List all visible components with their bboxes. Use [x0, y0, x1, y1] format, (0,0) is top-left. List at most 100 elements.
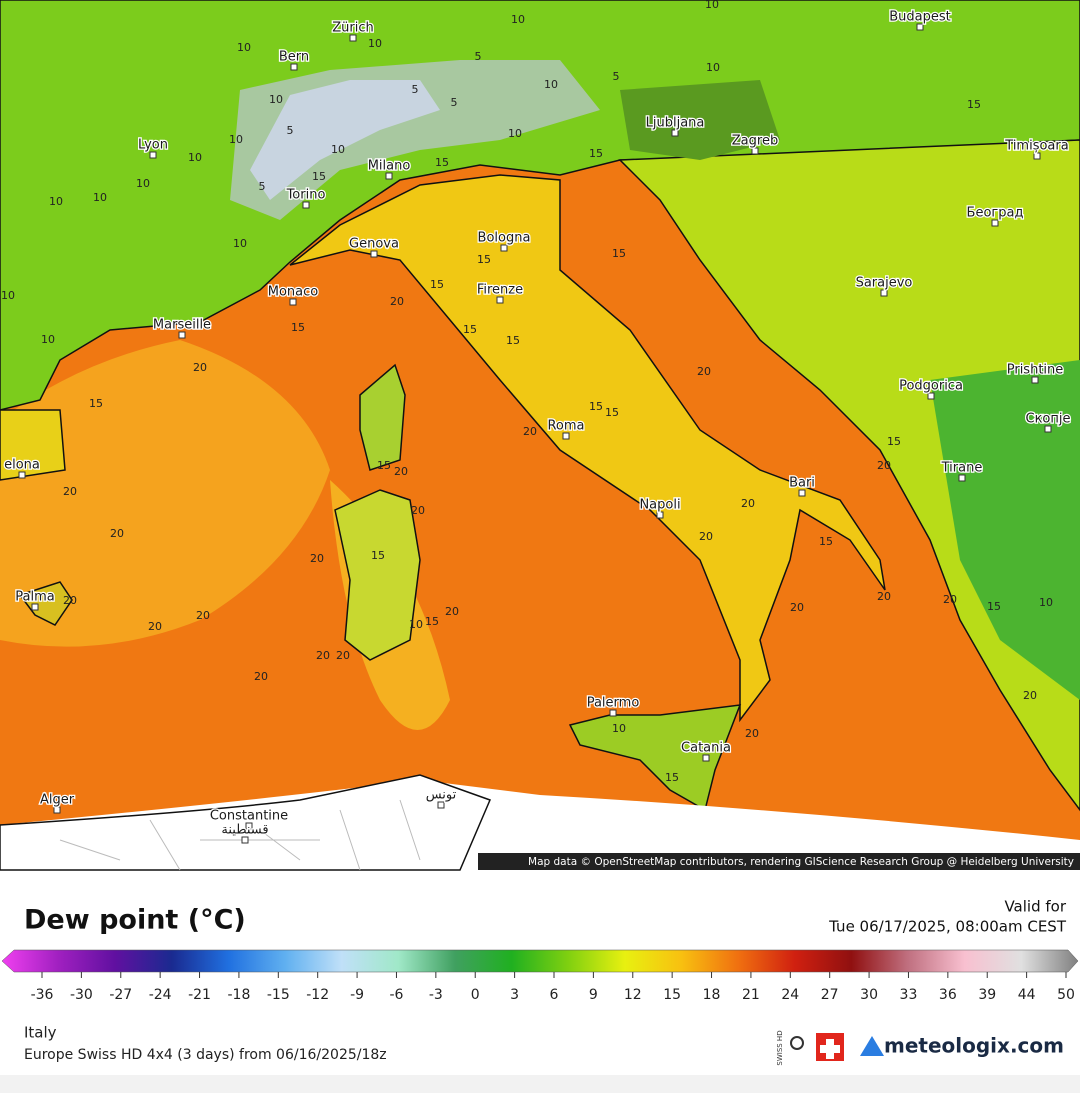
- city-label: قسنطينة: [221, 823, 268, 838]
- contour-label: 10: [93, 191, 107, 204]
- contour-label: 15: [430, 278, 444, 291]
- legend-title: Dew point (°C): [24, 905, 246, 936]
- land-slovenia: [620, 80, 780, 160]
- city-marker: [302, 201, 310, 209]
- brand: meteologix.com: [884, 1034, 1064, 1058]
- borders: [59, 799, 421, 871]
- contour-label: 15: [377, 459, 391, 472]
- city-label: Roma: [547, 419, 584, 434]
- city-label: Monaco: [268, 285, 319, 300]
- valid-time: Tue 06/17/2025, 08:00am CEST: [828, 918, 1067, 936]
- contour-label: 20: [254, 670, 268, 683]
- contour-label: 5: [287, 124, 294, 137]
- contour-label: 20: [1023, 689, 1037, 702]
- land-italy: [289, 174, 886, 723]
- city-marker: [656, 511, 664, 519]
- city-marker: [370, 250, 378, 258]
- map-labels: Budapest Zürich Bern Ljubljana Zagreb Timișoa…: [1, 0, 1072, 844]
- city-marker: [31, 603, 39, 611]
- city-label: Tirane: [941, 461, 983, 476]
- swiss-cross: [820, 1039, 840, 1059]
- colorbar-tick-label: 18: [703, 987, 721, 1003]
- contour-label: 20: [877, 459, 891, 472]
- city-label: تونس: [426, 788, 457, 803]
- contour-label: 20: [196, 609, 210, 622]
- city-label: Београд: [967, 206, 1024, 221]
- city-marker: [53, 806, 61, 814]
- land-africa: [0, 774, 492, 871]
- colorbar-tick-label: 12: [624, 987, 642, 1003]
- city-marker: [958, 474, 966, 482]
- contour-label: 15: [887, 435, 901, 448]
- land-balkans: [618, 139, 1080, 812]
- contour-label: 20: [394, 465, 408, 478]
- colorbar-tick-label: 39: [978, 987, 996, 1003]
- contour-label: 15: [605, 406, 619, 419]
- contour-label: 20: [390, 295, 404, 308]
- city-label: Catania: [681, 741, 731, 756]
- contour-label: 20: [63, 485, 77, 498]
- city-marker: [916, 23, 924, 31]
- city-label: Milano: [368, 159, 411, 174]
- city-label: Constantine: [210, 809, 288, 824]
- land-spain: [0, 409, 66, 481]
- city-marker: [178, 331, 186, 339]
- colorbar-tick-label: -12: [306, 987, 329, 1003]
- contour-label: 10: [136, 177, 150, 190]
- colorbar-tick-label: 33: [900, 987, 918, 1003]
- sardinia: [334, 489, 421, 661]
- colorbar-tick-label: 36: [939, 987, 957, 1003]
- corsica: [359, 363, 406, 471]
- contour-label: 10: [49, 195, 63, 208]
- contour-label: 15: [477, 253, 491, 266]
- brand-icon: [860, 1036, 884, 1056]
- city-marker: [1044, 425, 1052, 433]
- colorbar-tick-label: 30: [860, 987, 878, 1003]
- city-marker: [241, 836, 249, 844]
- colorbar-tick-label: 21: [742, 987, 760, 1003]
- city-marker: [1031, 376, 1039, 384]
- land-albania: [930, 360, 1080, 700]
- contour-label: 20: [310, 552, 324, 565]
- city-label: Bologna: [478, 231, 531, 246]
- city-marker: [245, 822, 253, 830]
- city-marker: [880, 289, 888, 297]
- colorbar-tick-label: -30: [70, 987, 93, 1003]
- contour-label: 15: [589, 147, 603, 160]
- city-label: Alger: [40, 793, 75, 808]
- city-marker: [562, 432, 570, 440]
- contour-label: 15: [291, 321, 305, 334]
- colorbar-tick-label: -24: [149, 987, 172, 1003]
- colorbar-tick-label: 0: [471, 987, 480, 1003]
- city-marker: [671, 129, 679, 137]
- contour-label: 20: [148, 620, 162, 633]
- contour-label: 15: [463, 323, 477, 336]
- city-label: Bern: [279, 50, 309, 65]
- contour-label: 10: [409, 618, 423, 631]
- contour-label: 15: [89, 397, 103, 410]
- contour-label: 20: [445, 605, 459, 618]
- city-label: elona: [4, 458, 40, 473]
- contour-label: 10: [233, 237, 247, 250]
- colorbar-tick-label: 6: [550, 987, 559, 1003]
- contour-label: 20: [790, 601, 804, 614]
- logo-icon: [790, 1036, 804, 1050]
- contour-label: 15: [425, 615, 439, 628]
- contour-label: 15: [967, 98, 981, 111]
- city-label: Marseille: [153, 318, 211, 333]
- city-label: Sarajevo: [856, 276, 913, 291]
- city-label: Prishtine: [1007, 363, 1064, 378]
- sicily: [568, 704, 742, 812]
- contour-label: 10: [612, 722, 626, 735]
- sea-band: [0, 340, 330, 647]
- contour-label: 20: [697, 365, 711, 378]
- city-label: Napoli: [639, 498, 680, 513]
- city-marker: [751, 147, 759, 155]
- contour-label: 5: [412, 83, 419, 96]
- contour-label: 15: [312, 170, 326, 183]
- contour-label: 10: [544, 78, 558, 91]
- colorbar-tick-label: -36: [31, 987, 54, 1003]
- contour-label: 15: [589, 400, 603, 413]
- city-label: Zürich: [332, 21, 374, 36]
